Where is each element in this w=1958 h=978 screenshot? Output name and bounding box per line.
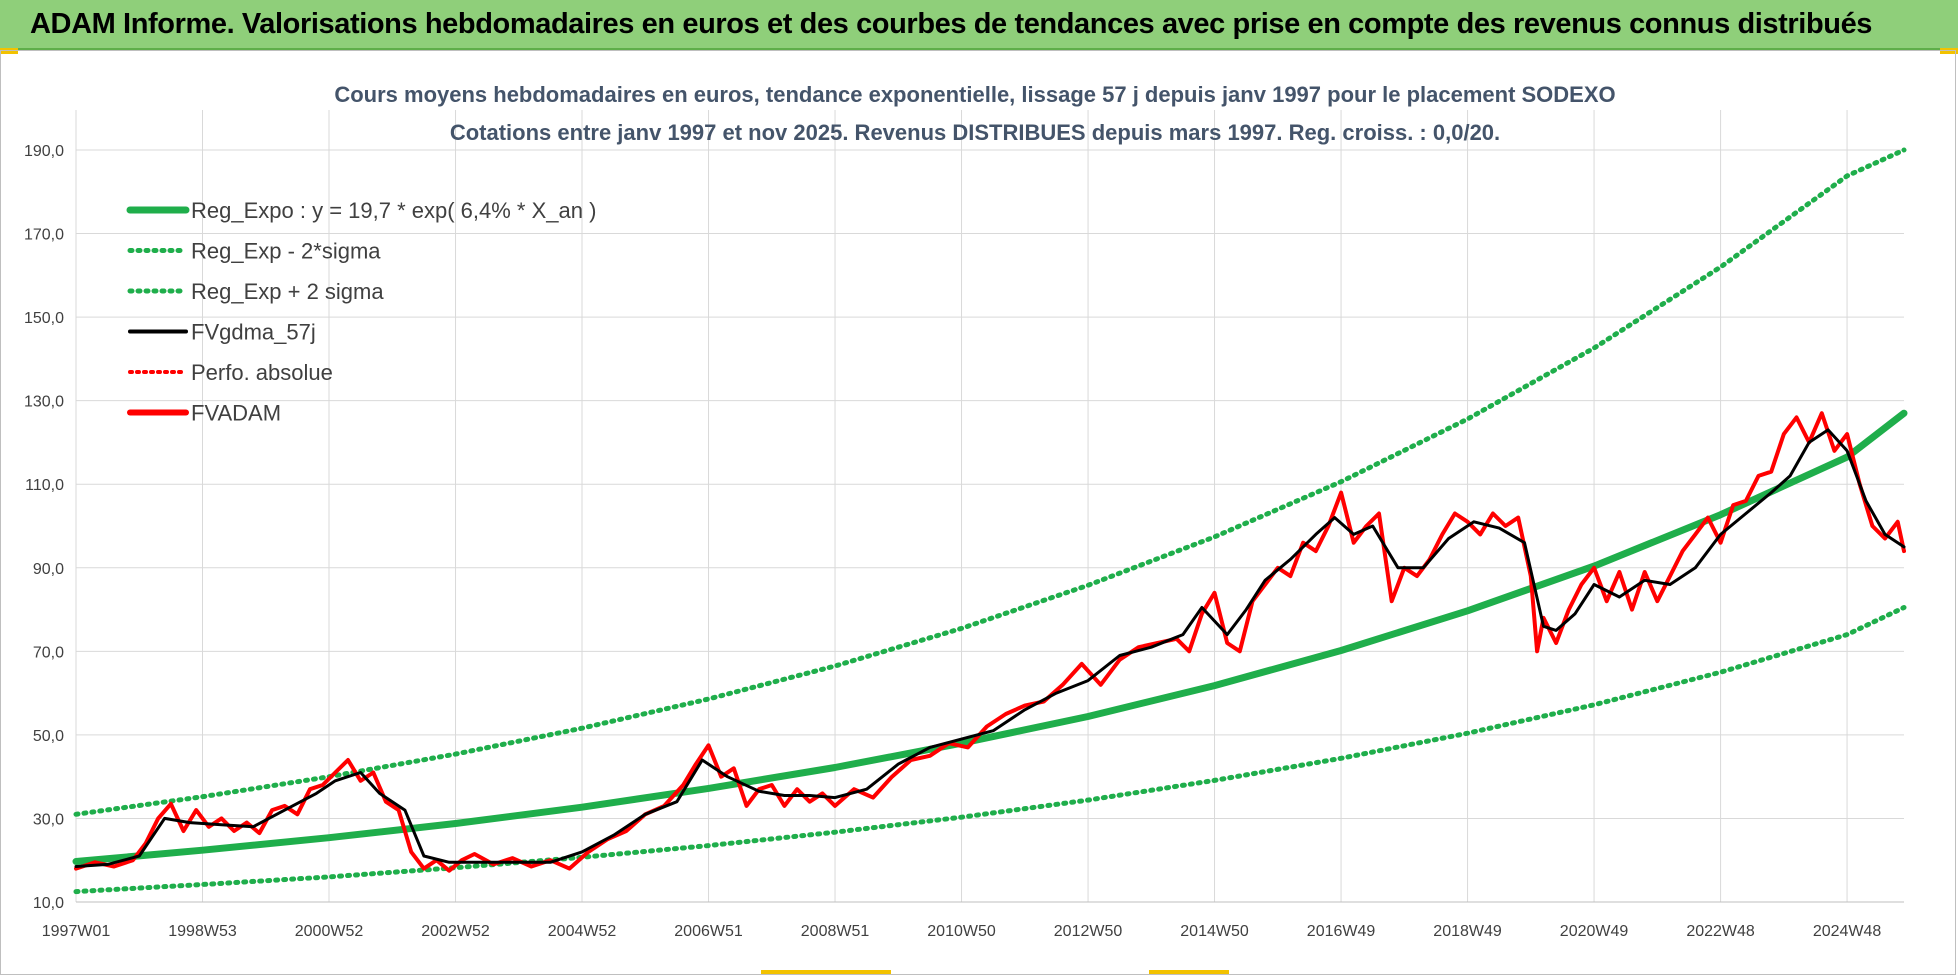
legend-label: FVADAM [191, 401, 281, 426]
y-tick-label: 110,0 [25, 477, 64, 494]
corner-marker-right [1940, 48, 1958, 54]
legend-label: FVgdma_57j [191, 320, 316, 345]
y-tick-label: 10,0 [33, 895, 64, 912]
y-tick-label: 90,0 [33, 561, 64, 578]
x-tick-label: 2000W52 [295, 923, 364, 940]
legend-label: Perfo. absolue [191, 360, 333, 385]
grid [75, 110, 1904, 903]
bottom-marker-right [1149, 970, 1229, 974]
y-axis: 10,0 30,0 50,0 70,0 90,0 110,0 130,0 150,0 170,0… [24, 143, 64, 912]
x-tick-label: 2004W52 [548, 923, 617, 940]
x-tick-label: 2020W49 [1560, 923, 1629, 940]
y-tick-label: 70,0 [33, 644, 64, 661]
series-reg-minus-2sigma [73, 605, 1907, 895]
x-tick-label: 2008W51 [801, 923, 870, 940]
header-bar: ADAM Informe. Valorisations hebdomadaire… [0, 0, 1958, 50]
y-tick-label: 30,0 [33, 811, 64, 828]
chart-title: Cours moyens hebdomadaires en euros, ten… [334, 82, 1615, 107]
x-tick-label: 2024W48 [1813, 923, 1882, 940]
x-tick-label: 2012W50 [1054, 923, 1123, 940]
x-axis: 1997W01 1998W53 2000W52 2002W52 2004W52 2006W… [42, 901, 1904, 940]
y-tick-label: 130,0 [24, 394, 64, 411]
y-tick-label: 190,0 [24, 143, 64, 160]
page-title: ADAM Informe. Valorisations hebdomadaire… [30, 8, 1873, 40]
series-reg-expo [72, 409, 1908, 865]
y-tick-label: 50,0 [33, 728, 64, 745]
x-tick-label: 2002W52 [421, 923, 490, 940]
x-tick-label: 2016W49 [1307, 923, 1376, 940]
chart-subtitle: Cotations entre janv 1997 et nov 2025. R… [450, 120, 1500, 145]
chart-frame [0, 50, 1956, 975]
legend-label: Reg_Exp - 2*sigma [191, 239, 381, 264]
series-reg-plus-2sigma [73, 147, 1907, 817]
y-tick-label: 170,0 [24, 227, 64, 244]
legend: Reg_Expo : y = 19,7 * exp( 6,4% * X_an )… [126, 198, 596, 426]
corner-marker-left [0, 48, 18, 54]
x-tick-label: 1997W01 [42, 923, 111, 940]
legend-label: Reg_Exp + 2 sigma [191, 279, 384, 304]
x-tick-label: 2014W50 [1180, 923, 1249, 940]
x-tick-label: 2010W50 [927, 923, 996, 940]
x-tick-label: 2018W49 [1433, 923, 1502, 940]
series [72, 147, 1908, 895]
bottom-marker-left [761, 970, 891, 974]
legend-label: Reg_Expo : y = 19,7 * exp( 6,4% * X_an ) [191, 198, 596, 223]
x-tick-label: 2006W51 [674, 923, 743, 940]
x-tick-label: 2022W48 [1686, 923, 1755, 940]
y-tick-label: 150,0 [24, 310, 64, 327]
x-tick-label: 1998W53 [168, 923, 237, 940]
series-fvgdma-57j [74, 428, 1906, 868]
series-fvadam [74, 411, 1906, 873]
